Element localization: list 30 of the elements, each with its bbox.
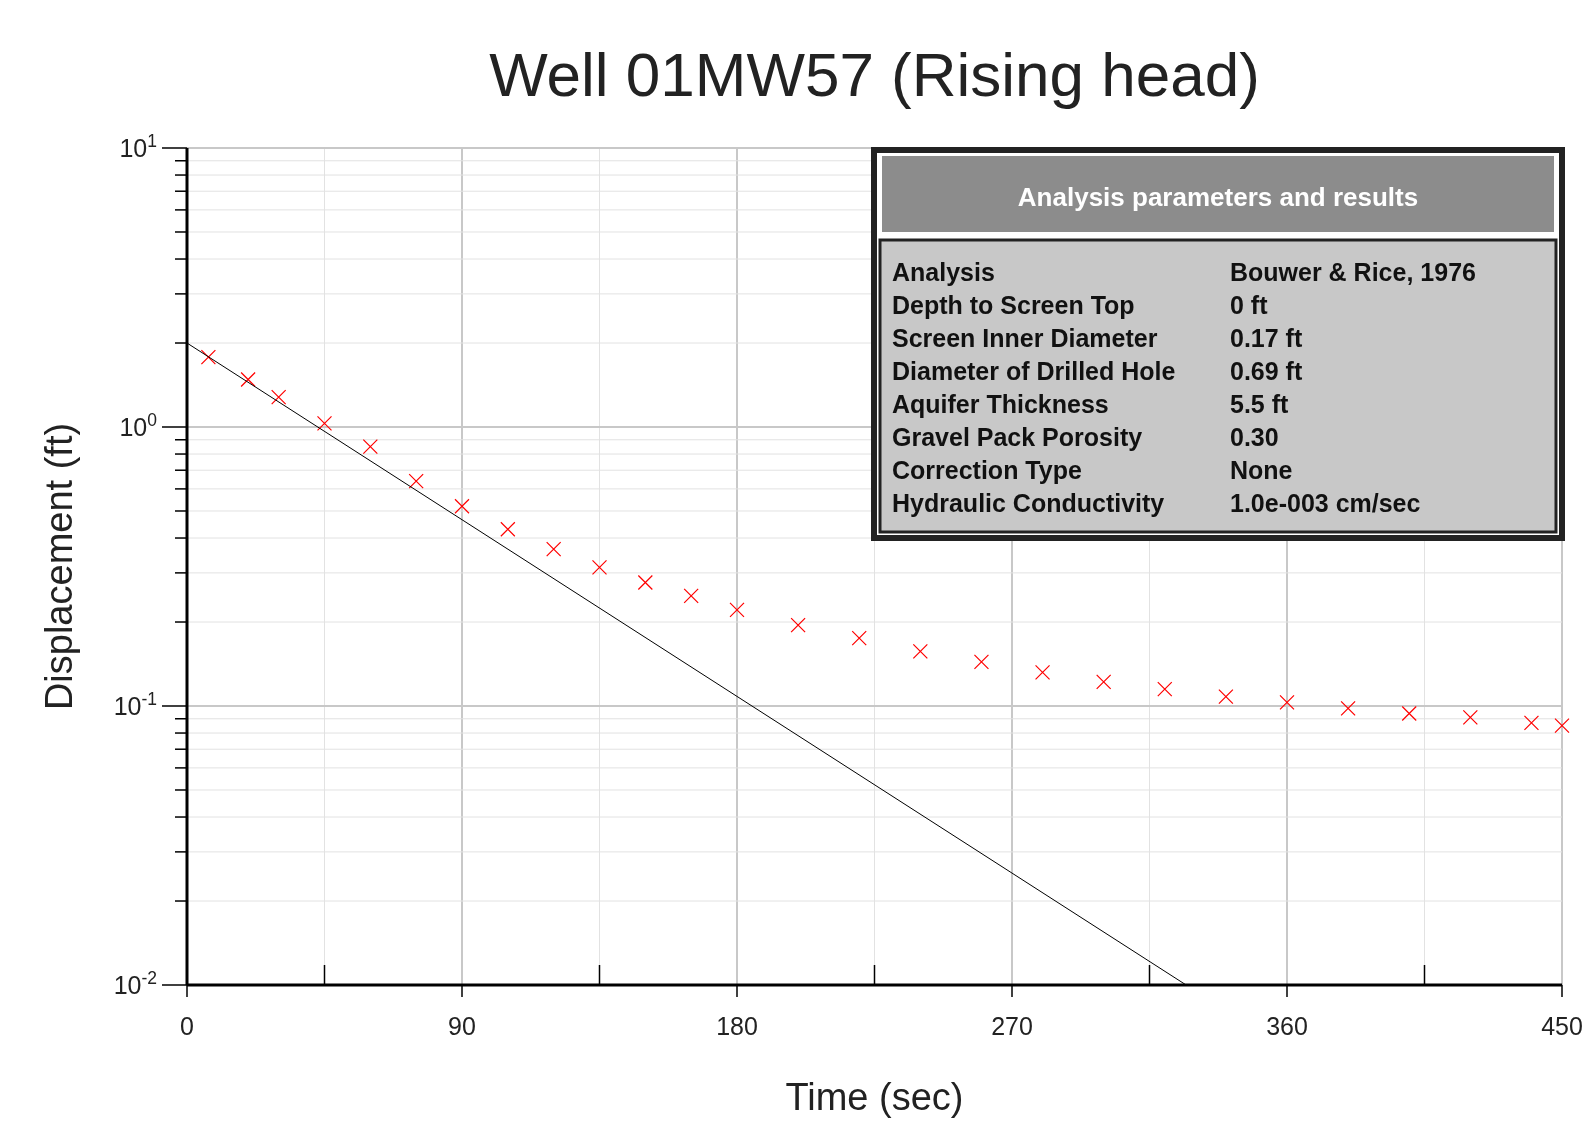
annotation: Aquifer Thickness [892, 390, 1109, 418]
annotation: 1.0e-003 cm/sec [1230, 489, 1421, 517]
y-tick-label: 10$^{-1}$ [113, 689, 157, 720]
chart-title: Well 01MW57 (Rising head) [489, 40, 1260, 109]
annotation: Analysis [892, 258, 995, 286]
x-tick-label: 270 [991, 1012, 1033, 1040]
annotation: 0.69 ft [1230, 357, 1303, 385]
annotation: Diameter of Drilled Hole [892, 357, 1176, 385]
annotation: Hydraulic Conductivity [892, 489, 1165, 517]
y-tick-label: 10$^{1}$ [119, 131, 157, 162]
annotation: 0.30 [1230, 423, 1279, 451]
y-tick-label: 10$^{-2}$ [113, 968, 157, 999]
annotation: Correction Type [892, 456, 1082, 484]
x-tick-label: 450 [1541, 1012, 1583, 1040]
y-axis-title: Displacement (ft) [38, 422, 80, 711]
x-tick-label: 180 [716, 1012, 758, 1040]
annotation: Depth to Screen Top [892, 291, 1135, 319]
annotation: Gravel Pack Porosity [892, 423, 1143, 451]
y-tick-label: 10$^{0}$ [119, 410, 158, 441]
annotation: Screen Inner Diameter [892, 324, 1158, 352]
x-tick-label: 0 [180, 1012, 194, 1040]
x-axis-title: Time (sec) [785, 1076, 964, 1118]
annotation: 0.17 ft [1230, 324, 1303, 352]
annotation: 0 ft [1230, 291, 1269, 319]
annotation: 5.5 ft [1230, 390, 1290, 418]
annotation: None [1230, 456, 1293, 484]
annotation: Bouwer & Rice, 1976 [1230, 258, 1476, 286]
x-tick-label: 90 [448, 1012, 476, 1040]
annotation: Analysis parameters and results [1017, 182, 1419, 212]
x-tick-label: 360 [1266, 1012, 1308, 1040]
